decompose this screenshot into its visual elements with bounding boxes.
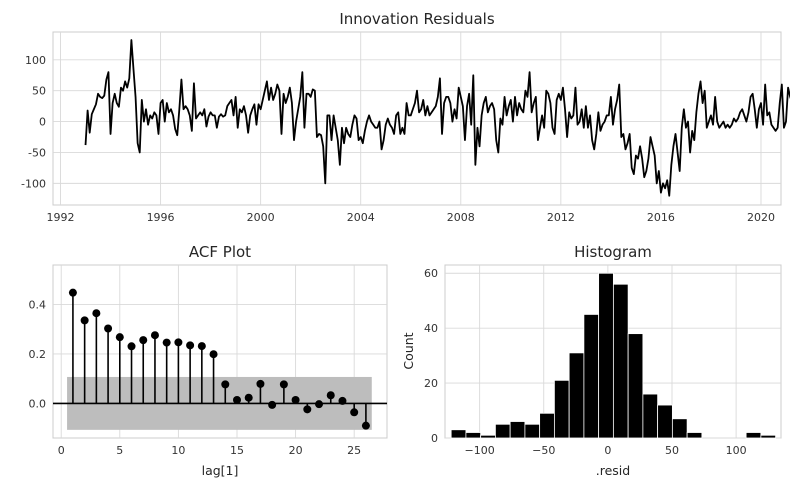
histogram-y-ticks: 0 20 40 60 — [424, 267, 438, 445]
x-tick-label: 2008 — [447, 211, 475, 224]
y-tick-label: 0 — [39, 116, 46, 129]
histogram-x-ticks: −100 −50 0 50 100 — [465, 444, 747, 457]
x-tick-label: 2004 — [347, 211, 375, 224]
acf-point — [174, 338, 183, 347]
histogram-bar — [480, 434, 496, 439]
acf-point — [303, 405, 312, 414]
acf-x-axis-label: lag[1] — [202, 463, 239, 478]
x-tick-label: 2012 — [547, 211, 575, 224]
acf-point — [127, 342, 136, 351]
histogram-panel: Histogram −100 −50 0 50 100 0 20 40 60 .… — [401, 243, 782, 478]
x-tick-label: 0 — [58, 444, 65, 457]
acf-point — [291, 395, 300, 404]
acf-point — [162, 338, 171, 347]
acf-point — [139, 336, 148, 345]
acf-point — [80, 316, 89, 325]
y-tick-label: 0.2 — [29, 348, 47, 361]
residuals-series-line — [84, 39, 790, 197]
histogram-bar — [612, 283, 629, 439]
acf-point — [256, 379, 265, 388]
y-tick-label: 0.0 — [29, 397, 47, 410]
residuals-x-ticks: 1992 1996 2000 2004 2008 2012 2016 2020 — [47, 211, 775, 224]
residuals-title: Innovation Residuals — [339, 10, 495, 28]
x-tick-label: 1996 — [147, 211, 175, 224]
y-tick-label: 20 — [424, 377, 438, 390]
y-tick-label: 50 — [32, 85, 46, 98]
histogram-bar — [671, 418, 688, 439]
acf-point — [279, 380, 288, 389]
histogram-x-axis-label: .resid — [596, 463, 630, 478]
histogram-y-axis-label: Count — [401, 332, 416, 369]
acf-point — [268, 400, 277, 409]
acf-point — [104, 324, 113, 333]
histogram-bar — [627, 333, 644, 439]
acf-point — [115, 333, 124, 342]
histogram-bar — [465, 432, 482, 439]
y-tick-label: 0 — [431, 432, 438, 445]
acf-point — [350, 408, 359, 417]
residuals-plot-area — [52, 31, 782, 206]
acf-title: ACF Plot — [189, 243, 251, 261]
x-tick-label: 50 — [665, 444, 679, 457]
histogram-bar — [598, 272, 614, 439]
histogram-bar — [450, 429, 467, 439]
y-tick-label: 60 — [424, 267, 438, 280]
x-tick-label: 10 — [171, 444, 185, 457]
acf-point — [244, 393, 253, 402]
y-tick-label: 40 — [424, 322, 438, 335]
x-tick-label: −50 — [532, 444, 555, 457]
histogram-bar — [553, 379, 570, 439]
histogram-bar — [494, 423, 511, 439]
y-tick-label: 100 — [25, 54, 46, 67]
y-tick-label: -100 — [21, 177, 46, 190]
histogram-bar — [539, 412, 555, 439]
y-tick-label: -50 — [28, 146, 46, 159]
histogram-bar — [642, 393, 659, 439]
histogram-bar — [524, 423, 541, 439]
histogram-bar — [583, 314, 600, 439]
histogram-bars — [450, 272, 777, 439]
histogram-bar — [760, 434, 777, 439]
x-tick-label: −100 — [465, 444, 495, 457]
histogram-title: Histogram — [574, 243, 652, 261]
x-tick-label: 2000 — [247, 211, 275, 224]
acf-point — [92, 309, 101, 318]
x-tick-label: 0 — [604, 444, 611, 457]
acf-stems — [68, 288, 370, 430]
acf-point — [186, 341, 195, 350]
acf-point — [315, 400, 324, 409]
x-tick-label: 5 — [116, 444, 123, 457]
acf-y-ticks: 0.0 0.2 0.4 — [29, 299, 47, 411]
residuals-y-ticks: -100 -50 0 50 100 — [21, 54, 46, 191]
x-tick-label: 20 — [289, 444, 303, 457]
x-tick-label: 2016 — [647, 211, 675, 224]
acf-point — [338, 396, 347, 405]
histogram-bar — [686, 432, 703, 439]
histogram-bar — [509, 421, 526, 439]
histogram-bar — [657, 404, 673, 439]
y-tick-label: 0.4 — [29, 299, 47, 312]
acf-x-ticks: 0 5 10 15 20 25 — [58, 444, 361, 457]
histogram-bar — [568, 352, 585, 439]
acf-point — [361, 421, 370, 430]
acf-point — [326, 391, 335, 400]
acf-point — [68, 288, 77, 297]
x-tick-label: 25 — [347, 444, 361, 457]
histogram-bar — [745, 432, 762, 439]
acf-point — [209, 350, 218, 359]
x-tick-label: 1992 — [47, 211, 75, 224]
acf-point — [232, 395, 241, 404]
acf-panel: ACF Plot 0 5 10 15 20 25 0.0 0.2 0.4 lag… — [29, 243, 388, 478]
acf-point — [221, 380, 230, 389]
x-tick-label: 15 — [230, 444, 244, 457]
acf-point — [197, 342, 206, 351]
residuals-panel: Innovation Residuals 1992 1996 2000 2004… — [21, 10, 790, 224]
x-tick-label: 100 — [726, 444, 747, 457]
acf-point — [150, 331, 159, 340]
x-tick-label: 2020 — [747, 211, 775, 224]
